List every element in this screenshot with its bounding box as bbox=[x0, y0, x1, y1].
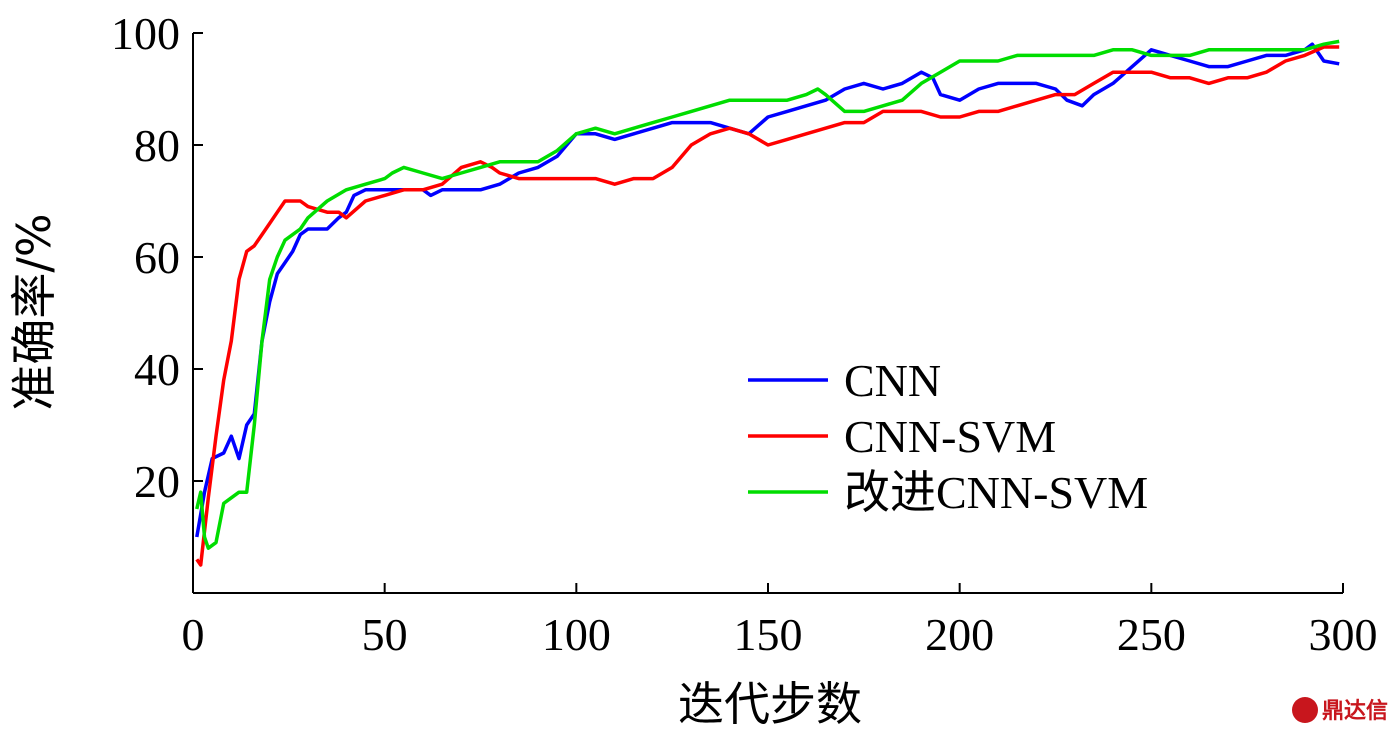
series-layer bbox=[195, 39, 1340, 567]
legend-label-1: CNN bbox=[844, 355, 941, 406]
series-line-3 bbox=[195, 39, 1340, 550]
axes: 0 50 100 150 200 250 300 20 40 60 80 100 bbox=[111, 8, 1378, 660]
watermark-logo-icon bbox=[1292, 697, 1318, 723]
legend-label-3: 改进CNN-SVM bbox=[844, 467, 1148, 518]
y-tick-label: 100 bbox=[111, 8, 180, 59]
x-tick-label: 300 bbox=[1309, 609, 1378, 660]
x-axis-title: 迭代步数 bbox=[678, 677, 862, 731]
x-tick-label: 0 bbox=[182, 609, 205, 660]
x-tick-label: 100 bbox=[542, 609, 611, 660]
legend-label-2: CNN-SVM bbox=[844, 411, 1056, 462]
x-tick-label: 150 bbox=[734, 609, 803, 660]
y-tick-label: 60 bbox=[134, 232, 180, 283]
y-axis-title: 准确率/% bbox=[7, 213, 61, 410]
series-line-1 bbox=[195, 42, 1340, 538]
x-tick-label: 50 bbox=[362, 609, 408, 660]
x-tick-label: 200 bbox=[925, 609, 994, 660]
watermark: 鼎达信 bbox=[1292, 697, 1388, 724]
series-line-2 bbox=[195, 45, 1340, 567]
x-tick-label: 250 bbox=[1117, 609, 1186, 660]
watermark-text: 鼎达信 bbox=[1322, 698, 1388, 724]
y-tick-label: 80 bbox=[134, 120, 180, 171]
y-tick-label: 40 bbox=[134, 344, 180, 395]
y-tick-label: 20 bbox=[134, 456, 180, 507]
